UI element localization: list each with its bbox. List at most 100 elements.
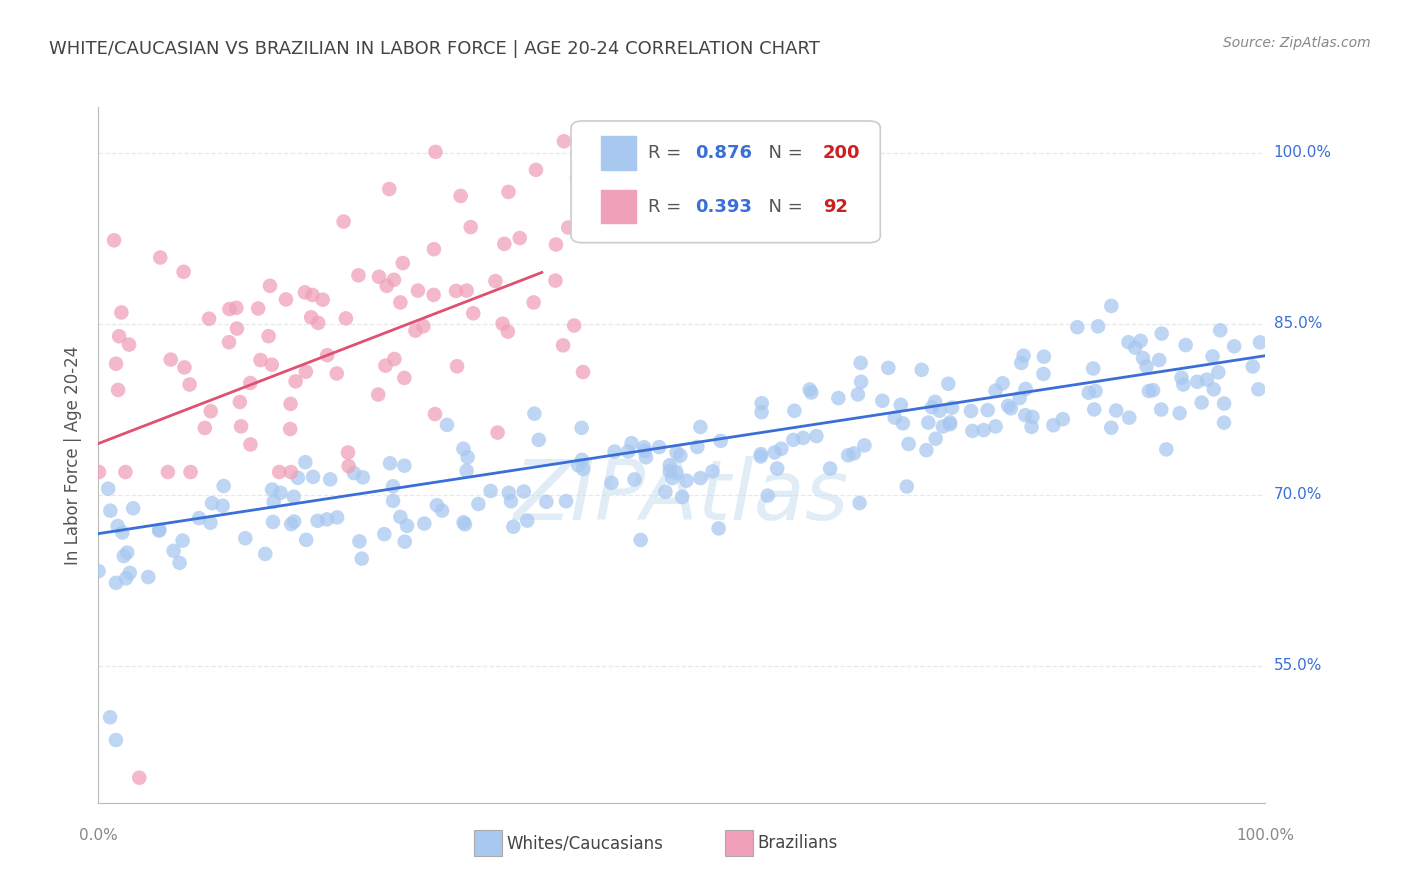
Point xyxy=(295,365,318,379)
Point xyxy=(1012,349,1035,363)
Point xyxy=(115,571,138,585)
Point xyxy=(569,209,592,223)
Point xyxy=(87,465,110,479)
Point xyxy=(200,404,222,418)
Point xyxy=(917,416,939,430)
Point xyxy=(337,459,360,474)
Point xyxy=(201,496,224,510)
Point xyxy=(924,432,946,446)
Point xyxy=(404,324,426,338)
Point xyxy=(633,440,655,454)
Point xyxy=(1213,416,1236,430)
Point xyxy=(654,484,676,499)
Point xyxy=(382,494,405,508)
Point xyxy=(118,566,141,580)
Point xyxy=(257,329,280,343)
Point xyxy=(269,465,291,479)
FancyBboxPatch shape xyxy=(725,830,754,856)
Point xyxy=(557,220,579,235)
Text: 55.0%: 55.0% xyxy=(1274,658,1322,673)
Point xyxy=(233,531,256,545)
Point xyxy=(115,545,138,559)
Text: 0.393: 0.393 xyxy=(695,197,752,216)
Point xyxy=(498,485,520,500)
Point xyxy=(262,483,284,497)
Point xyxy=(326,367,349,381)
Point xyxy=(105,575,128,590)
Point xyxy=(496,325,519,339)
Point xyxy=(1010,356,1032,370)
Point xyxy=(1147,353,1170,368)
Point xyxy=(1195,373,1218,387)
Point xyxy=(544,274,567,288)
Point xyxy=(374,359,396,373)
Point xyxy=(218,301,240,316)
Point xyxy=(349,534,371,549)
Point xyxy=(247,301,270,316)
Point xyxy=(284,375,307,389)
Point xyxy=(1137,384,1160,398)
Point xyxy=(149,251,172,265)
Point xyxy=(1077,385,1099,400)
Point xyxy=(456,464,478,478)
Point xyxy=(110,305,132,319)
Point xyxy=(572,221,595,235)
Point xyxy=(460,220,482,235)
Text: Source: ZipAtlas.com: Source: ZipAtlas.com xyxy=(1223,36,1371,50)
Point xyxy=(792,431,814,445)
Point xyxy=(283,490,305,504)
Point xyxy=(710,434,733,448)
Point xyxy=(226,321,249,335)
Point xyxy=(675,474,697,488)
Point xyxy=(1173,377,1195,392)
Point xyxy=(911,363,934,377)
Point xyxy=(877,360,900,375)
Point xyxy=(661,471,683,485)
Point xyxy=(430,503,453,517)
Point xyxy=(502,520,524,534)
Point xyxy=(148,523,170,537)
Point xyxy=(853,438,876,452)
Point xyxy=(312,293,335,307)
Point xyxy=(837,448,859,462)
Point xyxy=(891,417,914,431)
Point xyxy=(571,421,593,435)
Point xyxy=(1032,367,1054,381)
Point xyxy=(634,444,657,458)
Point xyxy=(270,486,292,500)
Point xyxy=(924,394,946,409)
Point xyxy=(368,269,391,284)
Point xyxy=(1129,334,1152,348)
Point xyxy=(571,453,593,467)
Point xyxy=(896,479,918,493)
Point xyxy=(156,465,179,479)
Point xyxy=(634,450,657,465)
Point xyxy=(749,450,772,464)
Point xyxy=(977,403,1000,417)
Point xyxy=(378,182,401,196)
Point xyxy=(260,358,283,372)
Point xyxy=(426,498,449,512)
Point xyxy=(523,295,546,310)
Point xyxy=(200,516,222,530)
Point xyxy=(319,472,342,486)
Point xyxy=(450,189,472,203)
Point xyxy=(1008,391,1031,405)
Point xyxy=(456,284,478,298)
Y-axis label: In Labor Force | Age 20-24: In Labor Force | Age 20-24 xyxy=(65,345,83,565)
Point xyxy=(98,710,121,724)
Text: R =: R = xyxy=(648,197,688,216)
Point xyxy=(984,384,1007,398)
Point xyxy=(572,462,595,476)
Point xyxy=(337,445,360,459)
Point xyxy=(136,570,159,584)
Point xyxy=(104,733,127,747)
Point xyxy=(686,440,709,454)
Point xyxy=(412,319,434,334)
Point xyxy=(883,410,905,425)
Point xyxy=(1021,409,1043,424)
Point xyxy=(555,494,578,508)
Point xyxy=(326,510,349,524)
Point xyxy=(453,516,475,530)
Point xyxy=(1170,370,1192,384)
